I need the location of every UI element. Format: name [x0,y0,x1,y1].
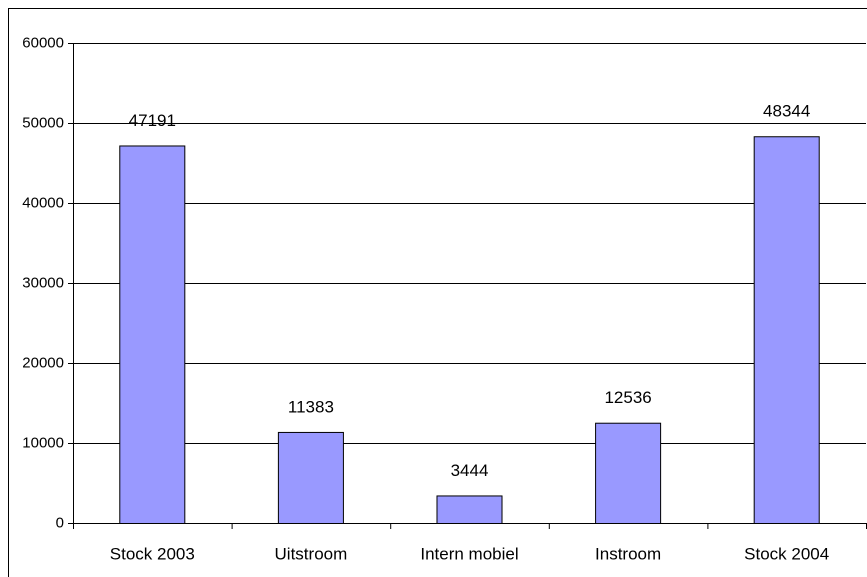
x-tick-label: Intern mobiel [420,544,518,563]
y-tick-label: 20000 [22,354,64,371]
x-tick-label: Uitstroom [275,544,348,563]
data-label: 48344 [763,102,810,121]
bar [436,495,503,524]
data-label: 12536 [604,388,651,407]
y-tick-label: 30000 [22,274,64,291]
bar [119,145,186,525]
bar [277,431,344,525]
bar [753,136,820,525]
y-tick-label: 40000 [22,194,64,211]
x-tick-label: Stock 2003 [110,544,195,563]
data-label: 3444 [451,461,489,480]
x-tick-label: Stock 2004 [744,544,829,563]
bar [595,422,662,525]
y-tick-label: 60000 [22,34,64,51]
data-label: 11383 [288,397,334,416]
y-tick-label: 50000 [22,114,64,131]
y-tick-label: 0 [56,514,64,531]
x-tick-label: Instroom [595,544,661,563]
data-label: 47191 [129,111,176,130]
y-tick-label: 10000 [22,434,64,451]
